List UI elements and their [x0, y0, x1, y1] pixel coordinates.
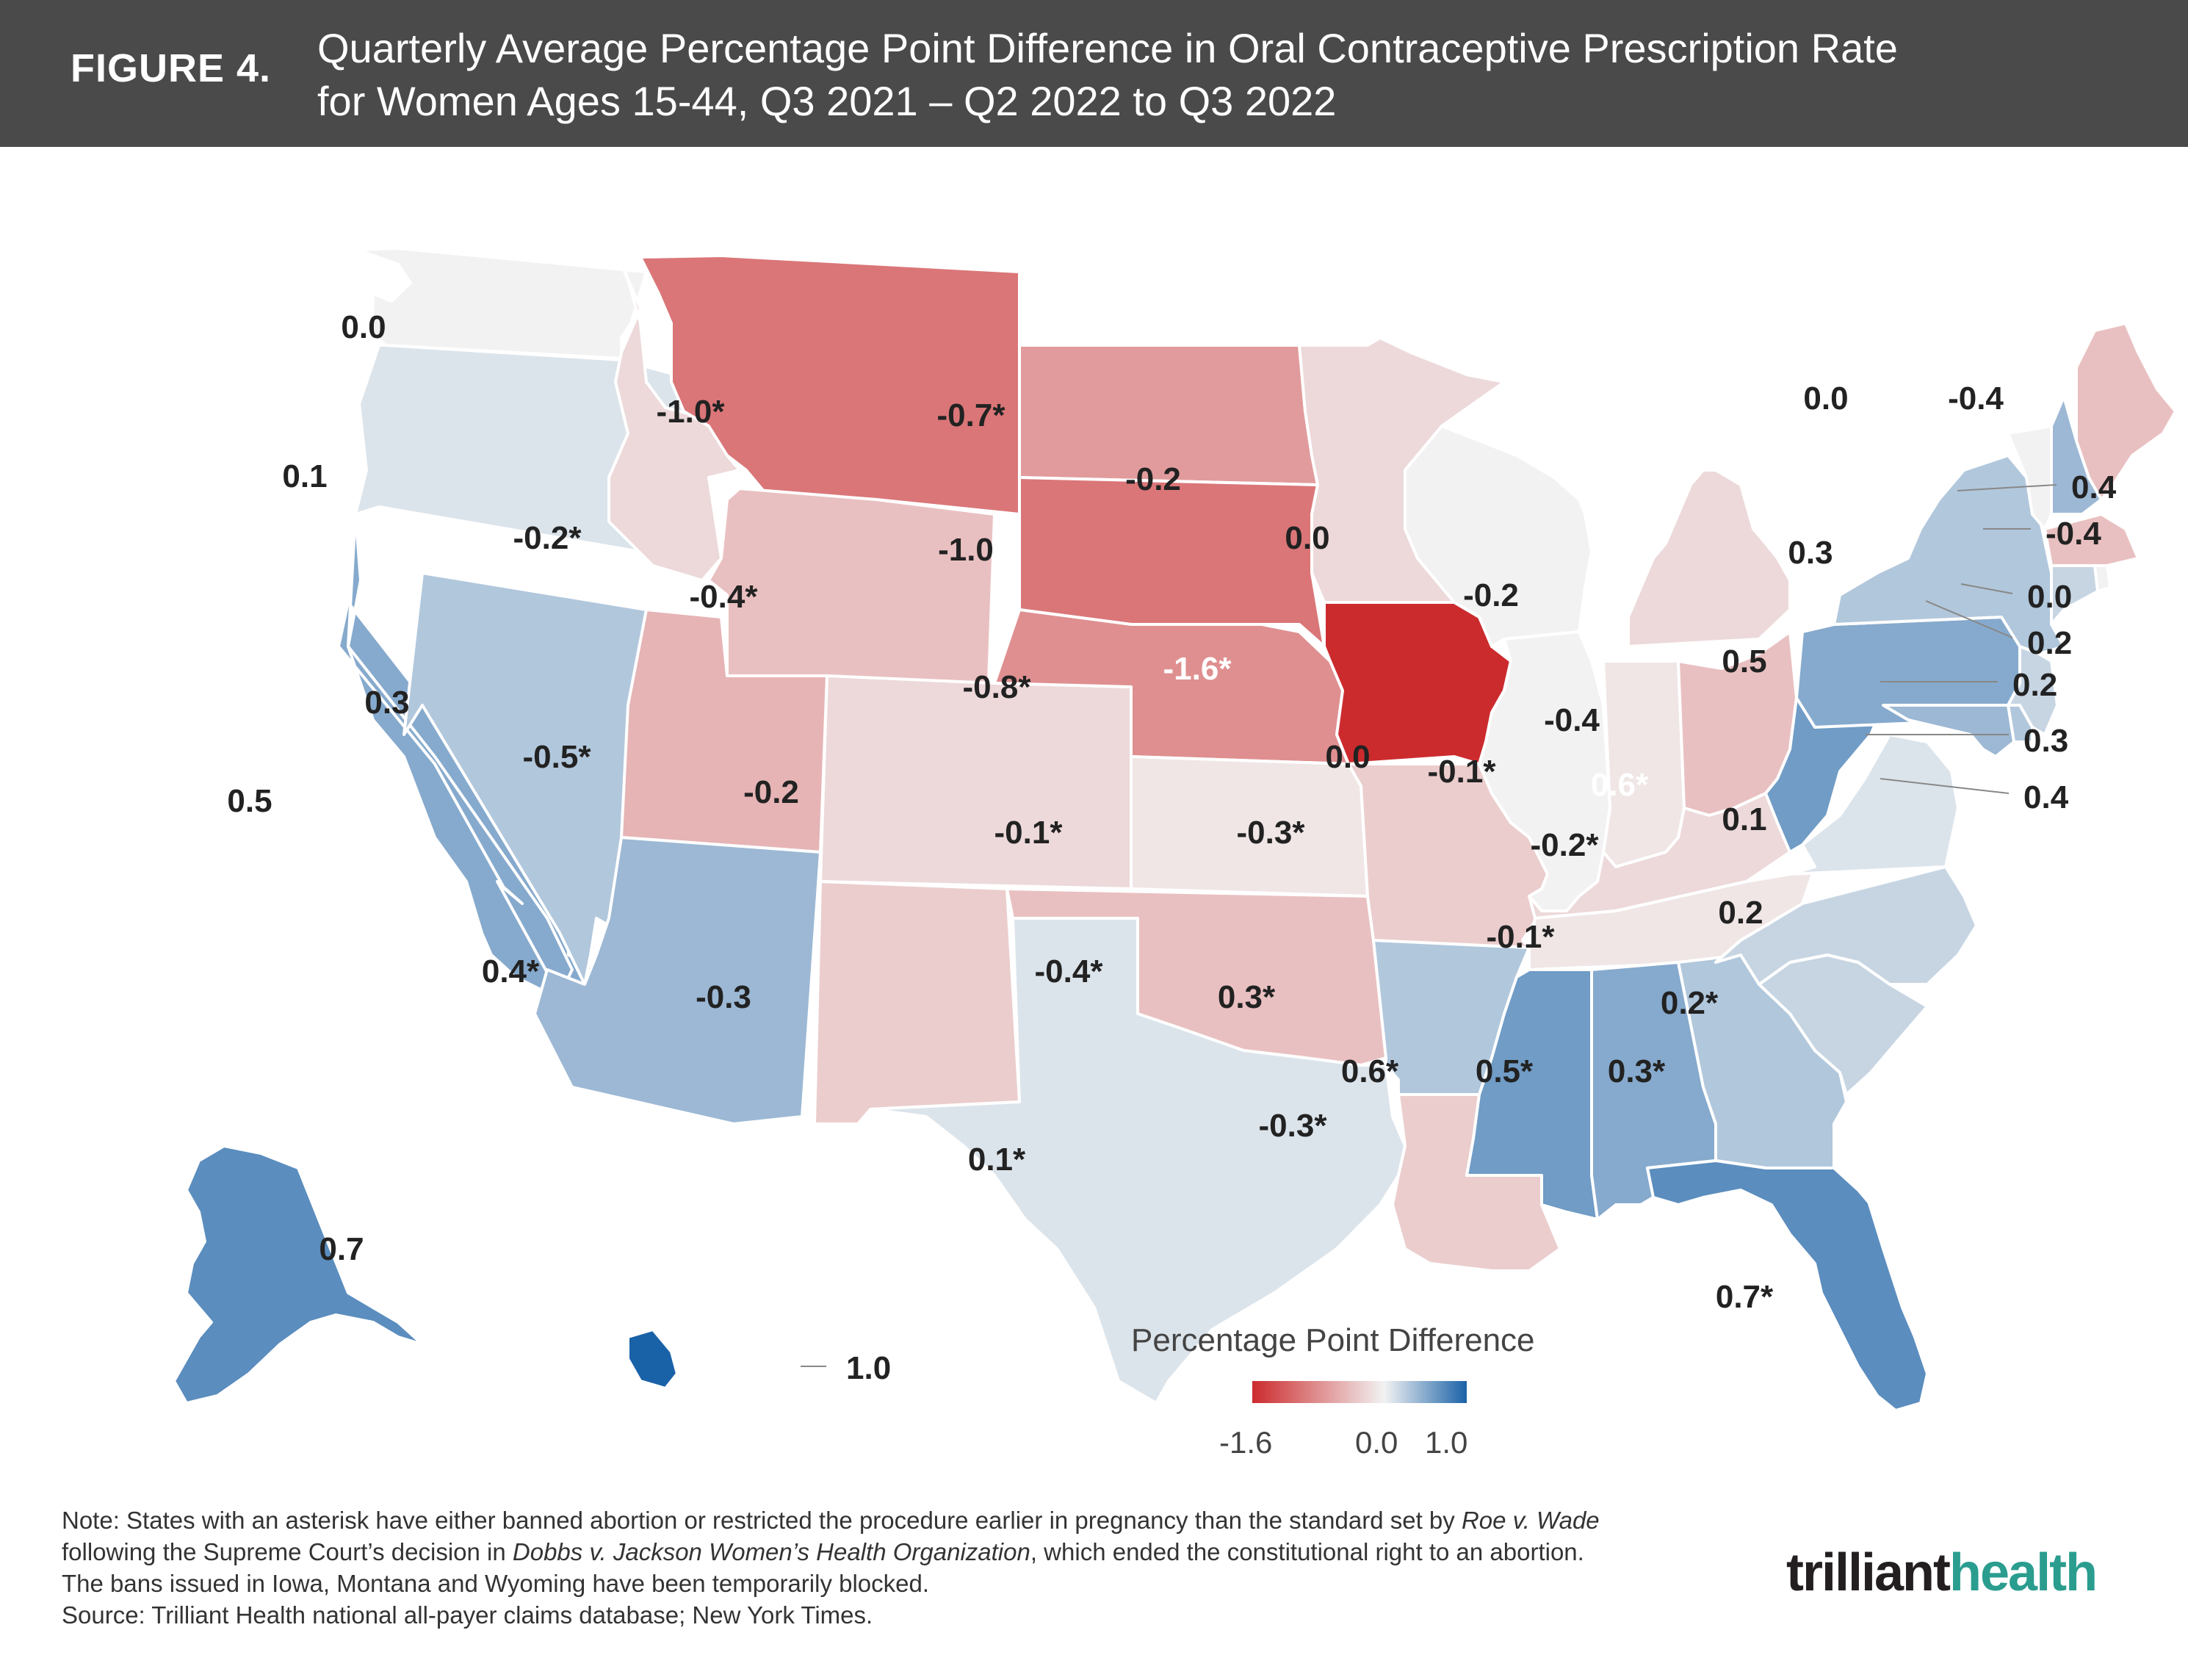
state-label-ne: -0.8* [963, 669, 1032, 705]
figure-title-line1: Quarterly Average Percentage Point Diffe… [317, 25, 1898, 71]
footnote-line1: Note: States with an asterisk have eithe… [62, 1507, 1600, 1534]
state-label-pa: 0.5 [1722, 643, 1766, 679]
state-label-ri: 0.0 [2027, 579, 2072, 615]
state-label-mn: -0.2 [1125, 461, 1181, 497]
state-label-ut: -0.5* [523, 739, 592, 775]
state-label-ma: -0.4 [2046, 516, 2101, 552]
state-wy [707, 487, 996, 685]
state-label-mi: -0.2 [1463, 577, 1519, 613]
state-label-tx: 0.1* [968, 1142, 1026, 1178]
figure-label: FIGURE 4. [71, 46, 272, 90]
state-label-ga: 0.3* [1608, 1053, 1666, 1089]
state-label-id: -0.2* [513, 520, 582, 556]
state-label-ok: -0.4* [1035, 953, 1104, 989]
state-hi [627, 1328, 679, 1390]
state-label-wa: 0.0 [341, 309, 386, 345]
state-label-me: -0.4 [1948, 381, 2004, 417]
state-nj [2007, 645, 2059, 736]
state-label-mo: -0.3* [1237, 815, 1306, 851]
state-label-wy: -0.4* [690, 579, 759, 615]
state-ms [1465, 968, 1599, 1221]
footnote-line4: Source: Trilliant Health national all-pa… [62, 1601, 873, 1629]
state-label-il: 0.0 [1325, 739, 1370, 775]
legend-title: Percentage Point Difference [1131, 1322, 1535, 1358]
legend-mid-label: 0.0 [1355, 1425, 1398, 1460]
state-label-va: 0.1 [1722, 801, 1766, 837]
state-me [2075, 322, 2177, 501]
state-mt [639, 254, 1021, 516]
state-label-tn: -0.1* [1487, 919, 1556, 955]
state-label-nv: 0.3 [364, 685, 409, 721]
state-label-ia: -1.6* [1163, 651, 1232, 687]
figure-header: FIGURE 4. Quarterly Average Percentage P… [0, 0, 2188, 147]
state-label-fl: 0.7* [1716, 1279, 1774, 1315]
state-label-la: -0.3* [1259, 1108, 1328, 1144]
figure-title-line2: for Women Ages 15-44, Q3 2021 – Q2 2022 … [317, 78, 1337, 124]
state-label-oh: -0.4 [1544, 702, 1600, 738]
state-label-ms: 0.6* [1341, 1053, 1399, 1089]
state-in [1602, 660, 1686, 868]
state-nc [1714, 865, 1978, 986]
state-label-nc: 0.2 [1718, 895, 1763, 931]
state-label-co: -0.2 [743, 774, 799, 810]
figure-title: Quarterly Average Percentage Point Diffe… [317, 22, 2153, 128]
state-label-wv: 0.6* [1591, 767, 1649, 803]
state-label-nd: -0.7* [937, 397, 1006, 433]
trilliant-health-logo: trillianthealth [1786, 1543, 2098, 1602]
state-label-vt: 0.0 [1803, 381, 1848, 417]
leader-line-md [1880, 778, 2010, 794]
legend-color-bar [1252, 1381, 1467, 1403]
state-label-ks: -0.1* [994, 815, 1064, 851]
state-label-sd: -1.0 [938, 532, 994, 568]
state-mi [1627, 469, 1791, 648]
state-label-hi: 1.0 [846, 1350, 891, 1386]
legend-min-label: -1.6 [1219, 1425, 1273, 1460]
state-label-az: 0.4* [482, 953, 540, 989]
state-label-md: 0.4 [2023, 779, 2069, 815]
state-wa [356, 247, 648, 360]
state-fl [1646, 1159, 1929, 1412]
leader-line-ri [1960, 583, 2013, 594]
leader-line-ct [1925, 600, 2013, 638]
state-nm [813, 880, 1021, 1125]
state-label-wi: 0.0 [1285, 520, 1329, 556]
state-ct [2050, 564, 2099, 626]
state-ak [173, 1144, 424, 1405]
state-md [1882, 704, 2015, 758]
state-label-mt: -1.0* [657, 394, 726, 430]
state-ky [1528, 792, 1791, 920]
state-label-ca: 0.5 [227, 783, 272, 819]
state-label-al: 0.5* [1476, 1053, 1534, 1089]
state-label-sc: 0.2* [1661, 985, 1719, 1021]
footnote-line3: The bans issued in Iowa, Montana and Wyo… [62, 1570, 930, 1597]
state-label-ky: -0.2* [1531, 827, 1600, 863]
state-az [533, 836, 822, 1125]
state-label-ak: 0.7 [319, 1231, 364, 1267]
state-label-ar: 0.3* [1218, 979, 1276, 1015]
legend-max-label: 1.0 [1425, 1425, 1468, 1460]
state-label-ct: 0.2 [2027, 625, 2072, 661]
state-label-or: 0.1 [282, 458, 327, 494]
state-label-ny: 0.3 [1788, 535, 1833, 571]
footnote: Note: States with an asterisk have eithe… [62, 1504, 1810, 1631]
footnote-line2: following the Supreme Court’s decision i… [62, 1538, 1584, 1565]
state-label-nm: -0.3 [696, 979, 751, 1015]
leader-line-nh [1957, 484, 2057, 491]
state-label-de: 0.3 [2023, 723, 2068, 759]
state-co [819, 674, 1133, 890]
state-label-nj: 0.2 [2012, 667, 2057, 703]
state-label-in: -0.1* [1428, 754, 1497, 790]
state-label-nh: 0.4 [2071, 469, 2117, 505]
state-tx [869, 917, 1407, 1405]
